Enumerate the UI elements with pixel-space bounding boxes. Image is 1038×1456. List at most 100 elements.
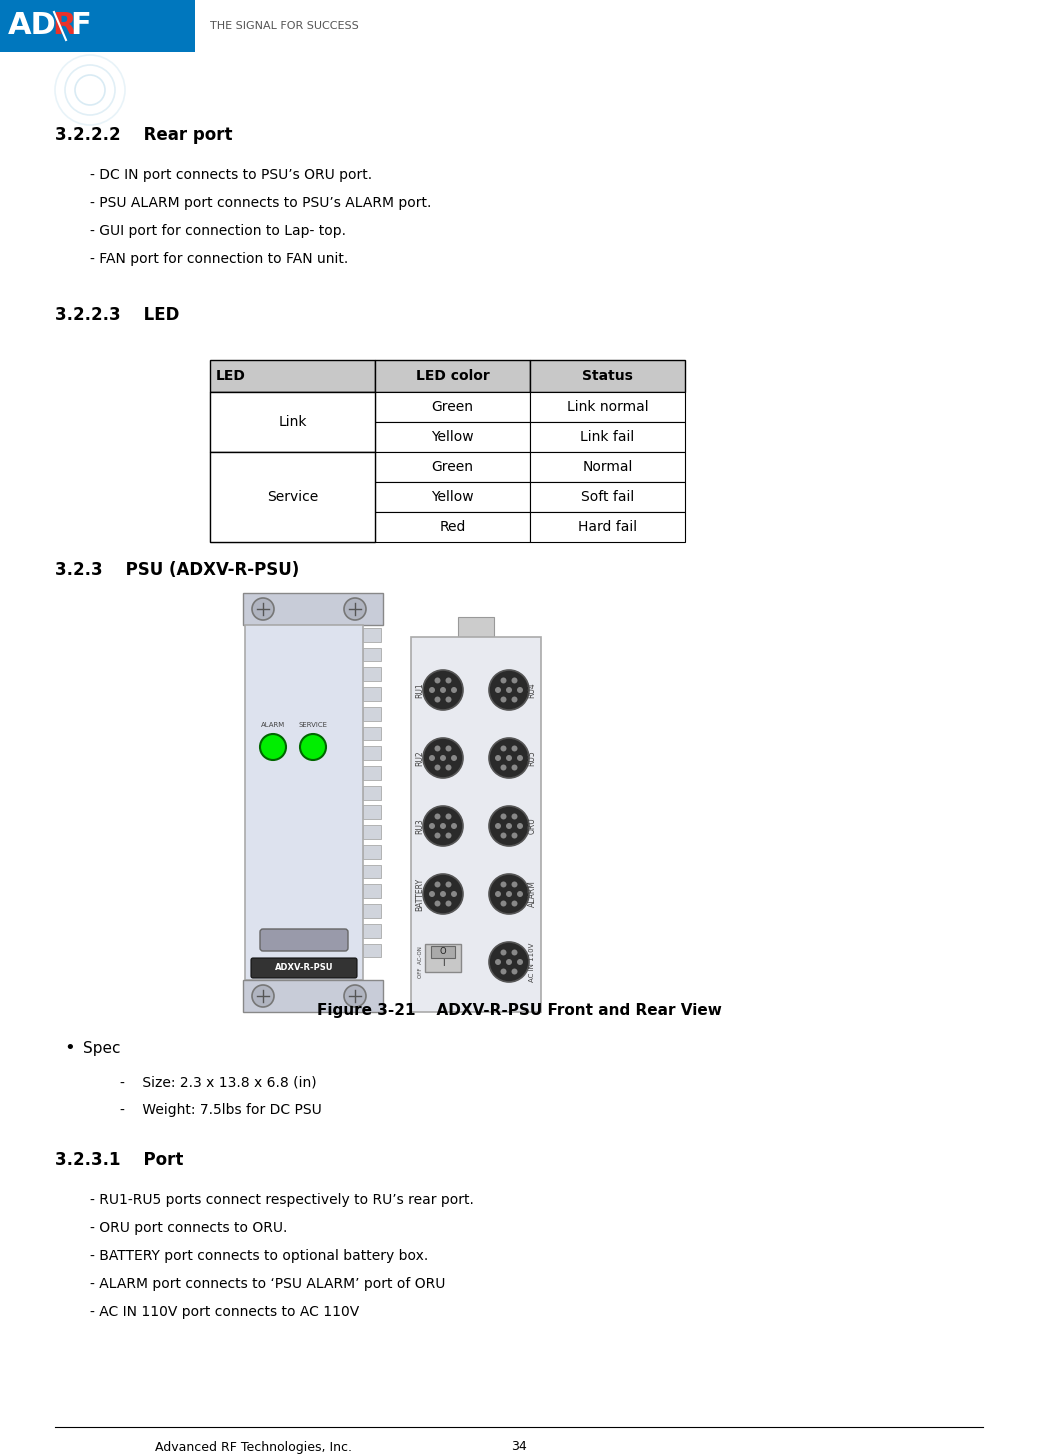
Circle shape	[424, 874, 463, 914]
Bar	[243, 980, 383, 1012]
Circle shape	[435, 814, 440, 820]
Circle shape	[445, 900, 452, 907]
Circle shape	[435, 677, 440, 683]
Bar	[210, 451, 375, 482]
Bar	[375, 451, 530, 482]
FancyBboxPatch shape	[260, 929, 348, 951]
Text: - AC IN 110V port connects to AC 110V: - AC IN 110V port connects to AC 110V	[90, 1305, 359, 1319]
Text: OFF  AC-ON: OFF AC-ON	[417, 946, 422, 978]
Circle shape	[435, 764, 440, 770]
Text: Yellow: Yellow	[431, 491, 473, 504]
Bar	[375, 392, 530, 422]
Text: LED color: LED color	[415, 368, 489, 383]
Text: Green: Green	[432, 460, 473, 475]
Circle shape	[500, 677, 507, 683]
Text: Hard fail: Hard fail	[578, 520, 637, 534]
Text: Advanced RF Technologies, Inc.: Advanced RF Technologies, Inc.	[155, 1440, 352, 1453]
Bar	[363, 667, 381, 681]
Text: RU4: RU4	[527, 681, 537, 697]
Text: Spec: Spec	[83, 1041, 120, 1056]
Text: 3.2.3    PSU (ADXV-R-PSU): 3.2.3 PSU (ADXV-R-PSU)	[55, 561, 299, 579]
Circle shape	[424, 670, 463, 711]
Bar	[375, 482, 530, 513]
Text: Red: Red	[439, 520, 466, 534]
Text: Figure 3-21    ADXV-R-PSU Front and Rear View: Figure 3-21 ADXV-R-PSU Front and Rear Vi…	[317, 1003, 721, 1018]
Circle shape	[252, 986, 274, 1008]
Circle shape	[512, 814, 518, 820]
Bar	[243, 593, 383, 625]
Text: - ALARM port connects to ‘PSU ALARM’ port of ORU: - ALARM port connects to ‘PSU ALARM’ por…	[90, 1277, 445, 1291]
Circle shape	[500, 696, 507, 703]
Circle shape	[435, 833, 440, 839]
Bar	[530, 513, 685, 542]
Bar	[363, 844, 381, 859]
Text: AD: AD	[8, 12, 57, 41]
Circle shape	[429, 891, 435, 897]
Text: 3.2.2.2    Rear port: 3.2.2.2 Rear port	[55, 127, 233, 144]
Bar	[363, 943, 381, 957]
Circle shape	[260, 734, 286, 760]
Circle shape	[429, 756, 435, 761]
Circle shape	[450, 756, 457, 761]
Circle shape	[500, 900, 507, 907]
Bar	[210, 482, 375, 513]
Text: I: I	[442, 960, 444, 968]
Bar	[425, 943, 461, 973]
Circle shape	[440, 687, 446, 693]
Text: SERVICE: SERVICE	[299, 722, 328, 728]
Text: R: R	[52, 12, 76, 41]
Circle shape	[512, 968, 518, 974]
FancyBboxPatch shape	[251, 958, 357, 978]
Circle shape	[429, 823, 435, 828]
Circle shape	[344, 598, 366, 620]
Text: AC IN 110V: AC IN 110V	[529, 942, 535, 981]
Circle shape	[489, 874, 529, 914]
Text: O: O	[440, 948, 446, 957]
Bar	[363, 648, 381, 661]
Circle shape	[512, 881, 518, 888]
Text: - ORU port connects to ORU.: - ORU port connects to ORU.	[90, 1222, 288, 1235]
Bar	[210, 392, 375, 451]
Circle shape	[512, 677, 518, 683]
Text: RU3: RU3	[415, 818, 425, 834]
Bar	[411, 638, 541, 1012]
Bar	[530, 360, 685, 392]
Bar	[363, 706, 381, 721]
Text: BATTERY: BATTERY	[415, 878, 425, 910]
Circle shape	[512, 745, 518, 751]
Circle shape	[506, 756, 512, 761]
Circle shape	[424, 738, 463, 778]
Text: - PSU ALARM port connects to PSU’s ALARM port.: - PSU ALARM port connects to PSU’s ALARM…	[90, 197, 432, 210]
Circle shape	[500, 968, 507, 974]
Text: ADXV-R-PSU: ADXV-R-PSU	[275, 962, 333, 971]
Text: - GUI port for connection to Lap- top.: - GUI port for connection to Lap- top.	[90, 224, 346, 237]
Bar	[245, 625, 363, 980]
Circle shape	[500, 764, 507, 770]
Text: -    Weight: 7.5lbs for DC PSU: - Weight: 7.5lbs for DC PSU	[120, 1104, 322, 1117]
Circle shape	[445, 814, 452, 820]
Circle shape	[512, 764, 518, 770]
Circle shape	[495, 756, 501, 761]
Circle shape	[506, 960, 512, 965]
Text: ALARM: ALARM	[527, 881, 537, 907]
Text: RU1: RU1	[415, 683, 425, 697]
Bar	[363, 826, 381, 839]
Circle shape	[512, 900, 518, 907]
Circle shape	[517, 960, 523, 965]
Circle shape	[500, 745, 507, 751]
Circle shape	[517, 891, 523, 897]
Circle shape	[506, 891, 512, 897]
Circle shape	[445, 696, 452, 703]
Circle shape	[495, 891, 501, 897]
Circle shape	[344, 986, 366, 1008]
Bar	[210, 360, 375, 392]
Bar	[363, 805, 381, 820]
Bar	[530, 482, 685, 513]
Bar	[363, 923, 381, 938]
Circle shape	[495, 960, 501, 965]
Bar	[363, 786, 381, 799]
Circle shape	[450, 891, 457, 897]
Bar	[375, 513, 530, 542]
Circle shape	[450, 687, 457, 693]
Bar	[363, 747, 381, 760]
